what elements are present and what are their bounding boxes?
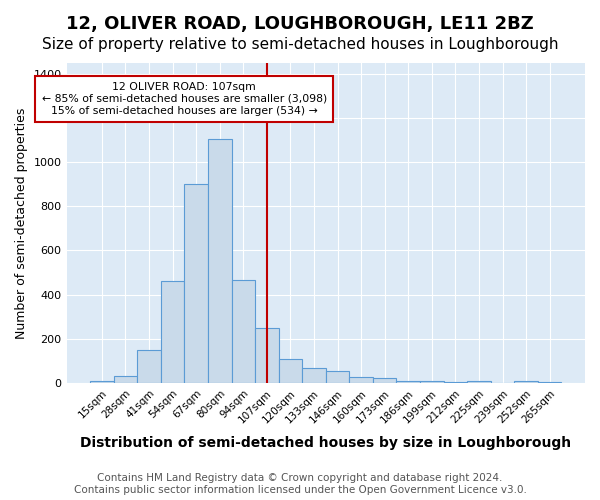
- Bar: [467, 382, 491, 383]
- Bar: [302, 368, 326, 383]
- Bar: [538, 382, 562, 383]
- Text: 12 OLIVER ROAD: 107sqm
← 85% of semi-detached houses are smaller (3,098)
15% of : 12 OLIVER ROAD: 107sqm ← 85% of semi-det…: [42, 82, 327, 116]
- Bar: [184, 184, 208, 383]
- Bar: [326, 371, 349, 383]
- Bar: [349, 377, 373, 383]
- Text: Size of property relative to semi-detached houses in Loughborough: Size of property relative to semi-detach…: [42, 38, 558, 52]
- Bar: [137, 350, 161, 383]
- Bar: [491, 382, 514, 383]
- Bar: [113, 376, 137, 383]
- Bar: [255, 328, 278, 383]
- X-axis label: Distribution of semi-detached houses by size in Loughborough: Distribution of semi-detached houses by …: [80, 436, 571, 450]
- Bar: [232, 280, 255, 383]
- Bar: [208, 139, 232, 383]
- Bar: [90, 381, 113, 383]
- Bar: [514, 381, 538, 383]
- Bar: [443, 382, 467, 383]
- Text: 12, OLIVER ROAD, LOUGHBOROUGH, LE11 2BZ: 12, OLIVER ROAD, LOUGHBOROUGH, LE11 2BZ: [66, 15, 534, 33]
- Bar: [397, 381, 420, 383]
- Bar: [161, 282, 184, 383]
- Text: Contains HM Land Registry data © Crown copyright and database right 2024.
Contai: Contains HM Land Registry data © Crown c…: [74, 474, 526, 495]
- Y-axis label: Number of semi-detached properties: Number of semi-detached properties: [15, 107, 28, 338]
- Bar: [278, 359, 302, 383]
- Bar: [420, 381, 443, 383]
- Bar: [373, 378, 397, 383]
